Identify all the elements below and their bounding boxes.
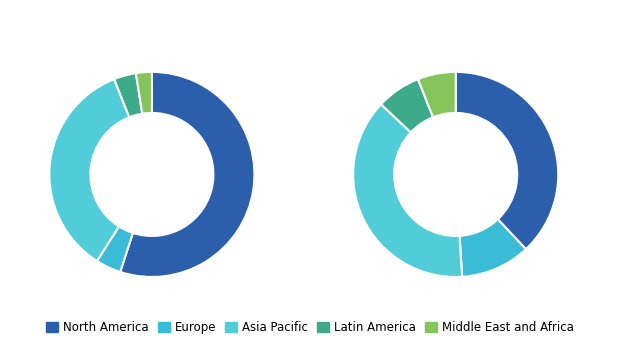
Wedge shape	[136, 72, 152, 114]
Text: 2019: 2019	[75, 58, 117, 73]
Wedge shape	[97, 226, 133, 272]
Wedge shape	[418, 72, 456, 117]
Wedge shape	[381, 79, 433, 132]
Wedge shape	[50, 79, 129, 261]
Legend: North America, Europe, Asia Pacific, Latin America, Middle East and Africa: North America, Europe, Asia Pacific, Lat…	[46, 321, 574, 334]
Wedge shape	[114, 73, 142, 117]
Wedge shape	[353, 104, 462, 277]
Text: Global Self-driving Car Market by Region, 2019 & 2030: Global Self-driving Car Market by Region…	[75, 16, 545, 32]
Wedge shape	[459, 219, 526, 277]
Wedge shape	[456, 72, 558, 249]
Text: 2030: 2030	[376, 58, 418, 73]
Wedge shape	[120, 72, 254, 277]
